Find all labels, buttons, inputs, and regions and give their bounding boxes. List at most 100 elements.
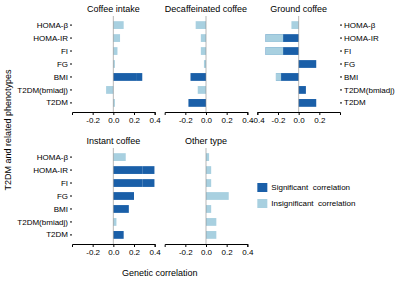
bar xyxy=(113,166,142,174)
y-tick-label: HOMA-β xyxy=(37,153,69,162)
x-tick: -0.2 xyxy=(272,112,286,125)
x-tick-label: -0.2 xyxy=(179,116,193,125)
x-axis: -0.20.00.20.4 xyxy=(73,244,162,257)
y-tick-mark xyxy=(340,38,342,39)
panel-title: Decaffeinated coffee xyxy=(165,4,247,14)
panel: -0.20.00.20.4 Decaffeinated coffee xyxy=(165,4,254,125)
legend-item: Significant correlation xyxy=(257,183,350,192)
bar xyxy=(113,231,123,239)
x-tick-label: 0.0 xyxy=(294,116,306,125)
bar xyxy=(206,192,229,200)
bar xyxy=(206,231,216,239)
y-tick-mark xyxy=(340,64,342,65)
y-tick-mark xyxy=(340,76,342,77)
y-tick-label: T2DM(bmiadj) xyxy=(17,218,68,227)
x-tick-label: 0.2 xyxy=(129,248,141,257)
y-tick: BMI xyxy=(54,73,72,82)
y-tick-label: FI xyxy=(61,47,68,56)
bars xyxy=(106,21,142,107)
y-axis-title: T2DM and related phenotypes xyxy=(3,69,13,191)
y-axis: T2DMT2DM(bmiadj)BMIFGFIHOMA-IRHOMA-β xyxy=(17,21,72,108)
panel: -0.20.00.20.4T2DMT2DM(bmiadj)BMIFGFIHOMA… xyxy=(17,4,161,125)
x-tick-mark xyxy=(278,112,279,115)
y-tick-label: FG xyxy=(344,60,355,69)
x-tick: 0.2 xyxy=(222,112,234,125)
bar xyxy=(299,86,306,94)
panel: -0.4-0.20.00.2T2DMT2DM(bmiadj)BMIFGFIHOM… xyxy=(251,4,395,125)
bar xyxy=(113,205,129,213)
bar xyxy=(114,60,115,68)
x-tick-label: -0.2 xyxy=(86,248,100,257)
legend-label: Significant correlation xyxy=(271,183,350,192)
y-tick: FG xyxy=(57,192,72,201)
x-tick-mark xyxy=(299,112,300,115)
x-axis: -0.4 -0.2 0.0 0.2 xyxy=(251,112,341,125)
y-tick-mark xyxy=(70,170,72,171)
zero-line xyxy=(206,16,207,112)
y-tick-label: FG xyxy=(57,60,68,69)
x-tick-label: 0.0 xyxy=(108,116,120,125)
x-tick: -0.2 xyxy=(179,244,193,257)
x-tick-label: 0.4 xyxy=(242,248,254,257)
y-tick-mark xyxy=(70,76,72,77)
bar xyxy=(113,21,123,29)
bar xyxy=(142,179,154,187)
y-tick-mark xyxy=(70,89,72,90)
bar xyxy=(188,99,206,107)
bar xyxy=(316,99,317,107)
x-tick-mark xyxy=(113,244,114,247)
bar xyxy=(114,99,115,107)
x-tick-mark xyxy=(319,112,320,115)
y-tick-label: BMI xyxy=(54,205,68,214)
y-tick-mark xyxy=(70,208,72,209)
x-axis-line xyxy=(73,113,156,116)
y-tick: BMI xyxy=(54,205,72,214)
bar xyxy=(299,60,317,68)
y-tick-label: HOMA-β xyxy=(37,21,69,30)
bar xyxy=(276,73,281,81)
bar xyxy=(206,179,211,187)
y-tick-mark xyxy=(70,196,72,197)
legend-swatch xyxy=(257,199,267,208)
bar xyxy=(316,60,317,68)
bar xyxy=(204,60,206,68)
zero-line xyxy=(113,16,114,112)
x-tick: 0.2 xyxy=(222,244,234,257)
bar xyxy=(266,47,284,55)
panel-title: Instant coffee xyxy=(86,136,140,146)
panel-title: Coffee intake xyxy=(87,4,140,14)
y-tick: HOMA-β xyxy=(340,21,376,30)
y-tick-label: BMI xyxy=(54,73,68,82)
x-axis: -0.20.00.20.4 xyxy=(165,112,254,125)
bar xyxy=(106,86,113,94)
y-tick: HOMA-IR xyxy=(33,34,72,43)
x-tick: -0.4 xyxy=(251,112,265,125)
y-tick: BMI xyxy=(340,73,358,82)
bar xyxy=(113,153,125,161)
x-tick: 0.0 xyxy=(201,244,213,257)
y-tick-label: T2DM xyxy=(46,230,68,239)
y-tick: FG xyxy=(57,60,72,69)
y-axis: T2DMT2DM(bmiadj)BMIFGFIHOMA-IRHOMA-β xyxy=(340,21,395,108)
bar xyxy=(201,34,206,42)
bar xyxy=(113,73,136,81)
x-axis-line xyxy=(165,245,248,248)
x-axis-line xyxy=(258,113,341,116)
y-tick-label: FG xyxy=(57,192,68,201)
y-tick-label: BMI xyxy=(344,73,358,82)
y-tick-label: HOMA-IR xyxy=(33,34,68,43)
bars xyxy=(188,21,206,107)
x-tick-mark xyxy=(155,112,156,115)
x-tick: 0.4 xyxy=(150,244,162,257)
bars xyxy=(113,153,154,239)
x-tick-label: 0.2 xyxy=(314,116,326,125)
y-tick-mark xyxy=(340,102,342,103)
bar xyxy=(196,21,206,29)
y-tick: FI xyxy=(340,47,351,56)
bar xyxy=(106,86,107,94)
y-tick-label: T2DM(bmiadj) xyxy=(344,86,395,95)
x-tick-mark xyxy=(247,112,248,115)
y-tick-mark xyxy=(340,51,342,52)
bar xyxy=(125,153,126,161)
zero-line xyxy=(206,148,207,244)
